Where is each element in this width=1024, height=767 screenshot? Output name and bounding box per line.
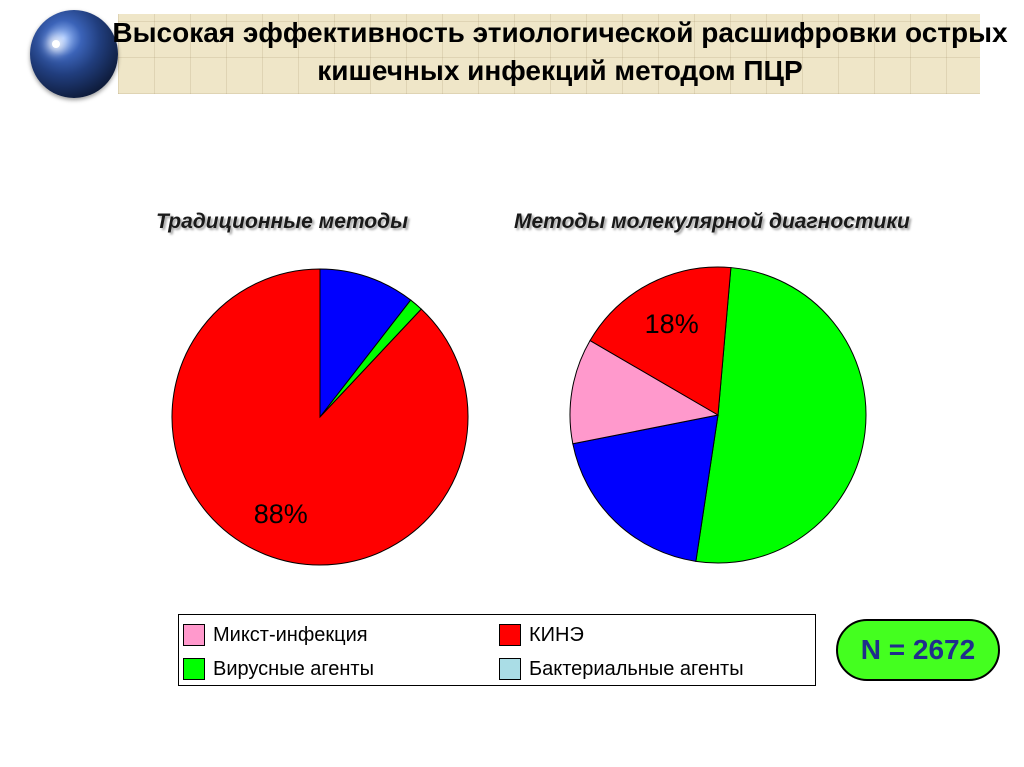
pie-slice-bacterial (572, 414, 719, 562)
globe-icon (30, 10, 118, 98)
pie-slice-bacterial (319, 268, 412, 419)
pie-chart-molecular: 18% (569, 266, 867, 564)
legend-item-viral: Вирусные агенты (183, 654, 374, 684)
legend-swatch (499, 658, 521, 680)
data-label-kine: 88% (254, 499, 308, 529)
pie-slice-kine (589, 266, 732, 416)
sample-size-badge: N = 2672 (836, 619, 1000, 681)
pie-slice-viral (695, 267, 867, 564)
legend-label: Бактериальные агенты (529, 657, 744, 680)
legend-swatch (183, 658, 205, 680)
chart-title-molecular: Методы молекулярной диагностики (514, 210, 910, 233)
legend: Микст-инфекция КИНЭ Вирусные агенты Бакт… (178, 614, 816, 686)
title-banner (118, 14, 980, 94)
pie-chart-traditional: 88% (171, 268, 469, 566)
legend-swatch (499, 624, 521, 646)
pie-slice-mixed (569, 339, 720, 445)
legend-label: Микст-инфекция (213, 623, 368, 646)
legend-label: КИНЭ (529, 623, 584, 646)
data-label-kine: 18% (645, 309, 699, 339)
pie-slice-kine (171, 268, 469, 566)
page-title: Высокая эффективность этиологической рас… (112, 17, 1008, 86)
legend-item-mixed: Микст-инфекция (183, 620, 368, 650)
legend-item-kine: КИНЭ (499, 620, 584, 650)
legend-swatch (183, 624, 205, 646)
chart-title-traditional: Традиционные методы (156, 210, 409, 233)
legend-label: Вирусные агенты (213, 657, 374, 680)
legend-item-bacterial: Бактериальные агенты (499, 654, 744, 684)
